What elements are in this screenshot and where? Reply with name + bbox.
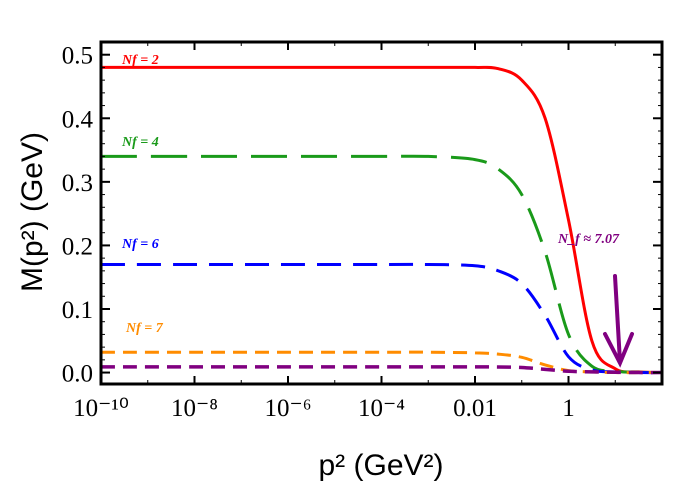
plot-frame: [99, 40, 664, 386]
labels: Nf = 2 Nf = 4 Nf = 6 Nf = 7: [121, 53, 164, 336]
x-tick-label: 10⁻⁸: [171, 395, 218, 422]
series-line-0: [101, 65, 663, 375]
y-tick-label: 0.4: [62, 106, 94, 133]
ticks: 10⁻¹⁰ 10⁻⁸ 10⁻⁶ 10⁻⁴ 0.01 1 0.0 0.1 0.2 0.3 0.4 0.5: [62, 42, 662, 422]
y-tick-label: 0.1: [62, 297, 93, 324]
y-tick-label: 0.3: [62, 170, 93, 197]
series-label-0: Nf = 2: [121, 53, 159, 68]
x-axis-label: p² (GeV²): [318, 449, 443, 482]
y-tick-label: 0.5: [62, 43, 93, 70]
y-tick-label: 0.0: [62, 361, 93, 388]
annotation-label: N_f ≈ 7.07: [557, 232, 620, 247]
x-tick-label: 0.01: [453, 395, 497, 422]
curves: [100, 65, 663, 375]
series-label-2: Nf = 6: [121, 237, 159, 252]
series-label-1: Nf = 4: [121, 135, 159, 150]
x-tick-label: 10⁻¹⁰: [73, 395, 129, 422]
x-tick-label: 10⁻⁶: [265, 395, 312, 422]
series-label-3: Nf = 7: [125, 321, 164, 336]
annotation-arrow: [603, 274, 634, 368]
y-tick-label: 0.2: [62, 233, 93, 260]
series-line-2: [101, 262, 663, 375]
x-tick-label: 1: [562, 395, 575, 422]
series-line-1: [100, 154, 663, 375]
x-tick-label: 10⁻⁴: [358, 395, 405, 422]
series-line-4: [101, 365, 663, 375]
y-axis-label: M(p²) (GeV): [16, 132, 49, 292]
series-line-3: [100, 350, 662, 375]
